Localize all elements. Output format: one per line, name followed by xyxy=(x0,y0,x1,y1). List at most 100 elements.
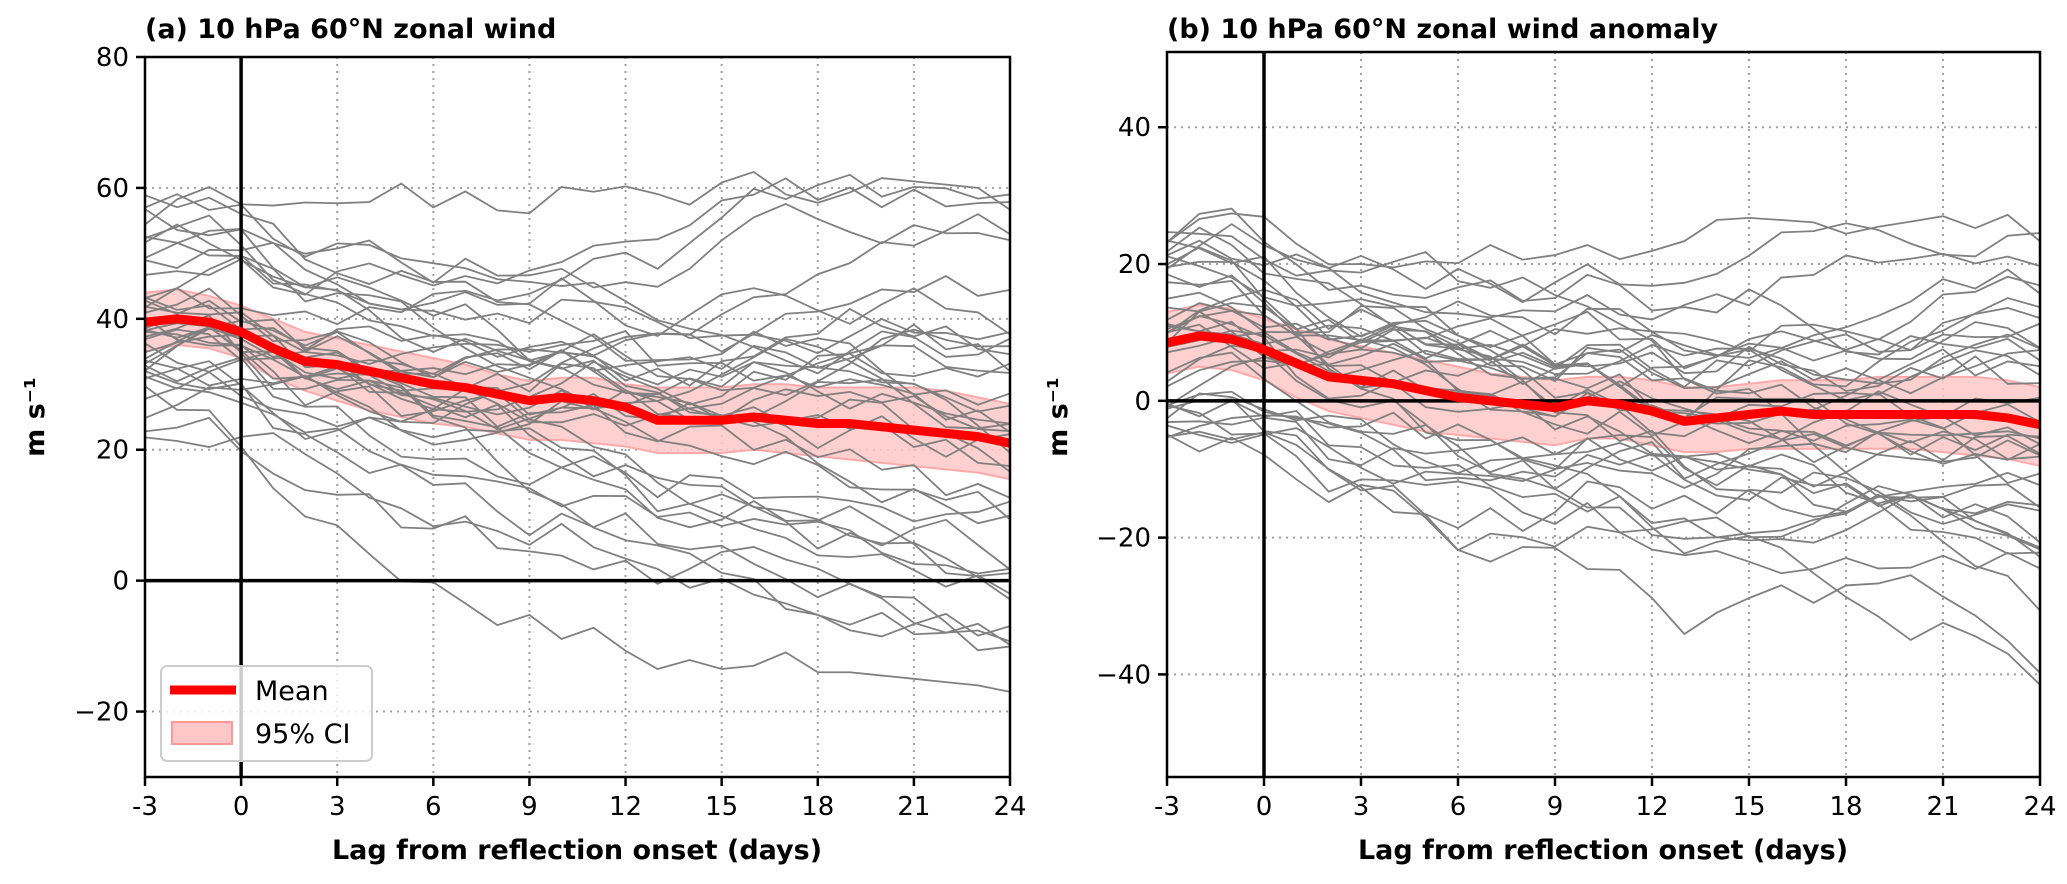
panel-b-ensemble-member-line xyxy=(1166,322,2041,456)
panel-a-ensemble-member-line xyxy=(144,328,1011,427)
panel-a-grid xyxy=(145,56,1010,777)
panel-b-ensemble-member-line xyxy=(1166,338,2041,420)
panel-a-x-tick-label: 24 xyxy=(993,792,1026,822)
panel-a-x-tick-label: 15 xyxy=(705,792,738,822)
panel-a-x-ticks: -3 0 3 6 9 12 15 18 21 24 xyxy=(132,777,1027,822)
panel-a-ensemble-member-line xyxy=(144,223,1011,454)
panel-b-x-tick-label: 24 xyxy=(2023,792,2056,822)
panel-b-x-ticks: -3 0 3 6 9 12 15 18 21 24 xyxy=(1154,777,2057,822)
panel-a-ensemble-member-line xyxy=(144,177,1011,296)
panel-a-y-axis-label: m s⁻¹ xyxy=(20,377,51,457)
panel-b-title: (b) 10 hPa 60°N zonal wind anomaly xyxy=(1167,14,1718,45)
panel-a-ensemble-member-line xyxy=(144,173,1011,326)
panel-b-x-tick-label: 6 xyxy=(1450,792,1467,822)
panel-a-y-tick-label: 0 xyxy=(112,567,129,597)
panel-b-ensemble-member-line xyxy=(1166,273,2041,388)
panel-b-ensemble-member-line xyxy=(1166,302,2041,440)
panel-b-x-tick-label: 12 xyxy=(1635,792,1668,822)
panel-a-ensemble-member-line xyxy=(144,275,1011,425)
panel-b-ensemble-member-line xyxy=(1166,314,2041,464)
legend-ci-swatch xyxy=(171,721,233,745)
panel-a-mean-line xyxy=(144,314,1011,448)
panel-a-ensemble-member-line xyxy=(144,241,1011,355)
panel-b-y-tick-label: −20 xyxy=(1096,524,1151,554)
panel-b-x-axis-label: Lag from reflection onset (days) xyxy=(1358,835,1848,866)
panel-a-ensemble-member-line xyxy=(144,170,1011,226)
panel-a-ensemble-member-line xyxy=(144,356,1011,523)
panel-a: -3 0 3 6 9 12 15 18 21 24 −20 0 20 40 60 80 (a) 10 hPa… xyxy=(20,14,1027,866)
panel-b-ensemble-member-line xyxy=(1166,398,2041,674)
panel-a-ensemble-member-line xyxy=(144,432,1011,646)
panel-a-ensemble-member-line xyxy=(144,370,1011,575)
panel-b-ensemble-member-line xyxy=(1166,411,2041,489)
panel-b-ensemble-member-line xyxy=(1166,351,2041,491)
panel-a-y-tick-label: 20 xyxy=(96,436,129,466)
panel-a-x-tick-label: 21 xyxy=(897,792,930,822)
panel-b-x-tick-label: 15 xyxy=(1732,792,1765,822)
panel-b-y-tick-label: 0 xyxy=(1134,387,1151,417)
panel-b-ensemble-member-line xyxy=(1166,231,2041,414)
panel-b-x-tick-label: 0 xyxy=(1256,792,1273,822)
panel-a-x-tick-label: -3 xyxy=(132,792,158,822)
panel-b-x-tick-label: 9 xyxy=(1547,792,1564,822)
panel-b-grid xyxy=(1167,52,2040,777)
panel-a-ensemble-member-line xyxy=(144,387,1011,643)
panel-b-y-tick-label: −40 xyxy=(1096,660,1151,690)
panel-a-ensemble-member-line xyxy=(144,317,1011,601)
panel-a-x-tick-label: 6 xyxy=(425,792,442,822)
legend-ci-label: 95% CI xyxy=(255,719,350,750)
panel-a-ensemble-member-line xyxy=(144,360,1011,595)
panel-a-ensemble-member-line xyxy=(144,193,1011,375)
panel-a-ensemble-member-line xyxy=(144,214,1011,525)
panel-b-ensemble-member-line xyxy=(1166,226,2041,498)
panel-a-ensemble-member-line xyxy=(144,322,1011,578)
panel-b-y-ticks: −40 −20 0 20 40 xyxy=(1096,113,1167,690)
panel-b-mean-line xyxy=(1166,331,2041,430)
panel-a-x-tick-label: 9 xyxy=(521,792,538,822)
panel-a-ensemble-member-line xyxy=(144,194,1011,406)
panel-b-ensemble-member-line xyxy=(1166,320,2041,544)
panel-a-ensemble-member-line xyxy=(144,385,1011,693)
panel-b-ensemble-member-line xyxy=(1166,260,2041,383)
panel-a-y-tick-label: 60 xyxy=(96,174,129,204)
panel-a-ensemble-member-line xyxy=(144,208,1011,473)
panel-b-frame xyxy=(1165,50,2042,779)
panel-b-ensemble-member-line xyxy=(1166,246,2041,513)
panel-b-ensemble-member-line xyxy=(1166,309,2041,549)
panel-b-x-tick-label: 21 xyxy=(1926,792,1959,822)
panel-a-ensemble-member-line xyxy=(144,202,1011,289)
panel-a-y-tick-label: 40 xyxy=(96,305,129,335)
panel-b-ensemble-member-line xyxy=(1166,302,2041,612)
panel-a-x-tick-label: 12 xyxy=(609,792,642,822)
panel-a-frame xyxy=(143,55,1012,779)
panel-b-ensemble-member-line xyxy=(1166,399,2041,686)
panel-a-ensemble-member-line xyxy=(144,315,1011,430)
panel-b-y-tick-label: 40 xyxy=(1118,113,1151,143)
panel-a-x-tick-label: 18 xyxy=(801,792,834,822)
panel-a-x-axis-label: Lag from reflection onset (days) xyxy=(332,835,822,866)
panel-a-axes-frame xyxy=(143,55,1012,779)
panel-b-ensemble-member-line xyxy=(1166,288,2041,362)
panel-a-ensemble-member-line xyxy=(144,299,1011,387)
panel-b-ensemble-member-line xyxy=(1166,416,2041,555)
panel-b-ensemble-member-line xyxy=(1166,433,2041,552)
panel-a-x-tick-label: 3 xyxy=(329,792,346,822)
panel-b-x-tick-label: -3 xyxy=(1154,792,1180,822)
panel-a-y-ticks: −20 0 20 40 60 80 xyxy=(74,43,145,728)
panel-b-y-tick-label: 20 xyxy=(1118,250,1151,280)
panel-b-x-tick-label: 3 xyxy=(1353,792,1370,822)
panel-a-y-tick-label: 80 xyxy=(96,43,129,73)
panel-a-ensemble-member-line xyxy=(144,352,1011,428)
panel-b-mean-group xyxy=(1166,331,2041,430)
panel-b-ensemble-member-line xyxy=(1166,212,2041,269)
panel-a-mean-group xyxy=(144,314,1011,448)
panel-b-ensemble-member-line xyxy=(1166,222,2041,304)
panel-a-x-tick-label: 0 xyxy=(233,792,250,822)
panel-a-ensemble-member-line xyxy=(144,254,1011,337)
panel-b-ensemble-member-line xyxy=(1166,424,2041,488)
panel-b-y-axis-label: m s⁻¹ xyxy=(1043,377,1074,457)
panel-a-reference-lines xyxy=(145,57,1010,777)
panel-b-axes-frame xyxy=(1165,50,2042,779)
legend: Mean 95% CI xyxy=(160,665,373,762)
